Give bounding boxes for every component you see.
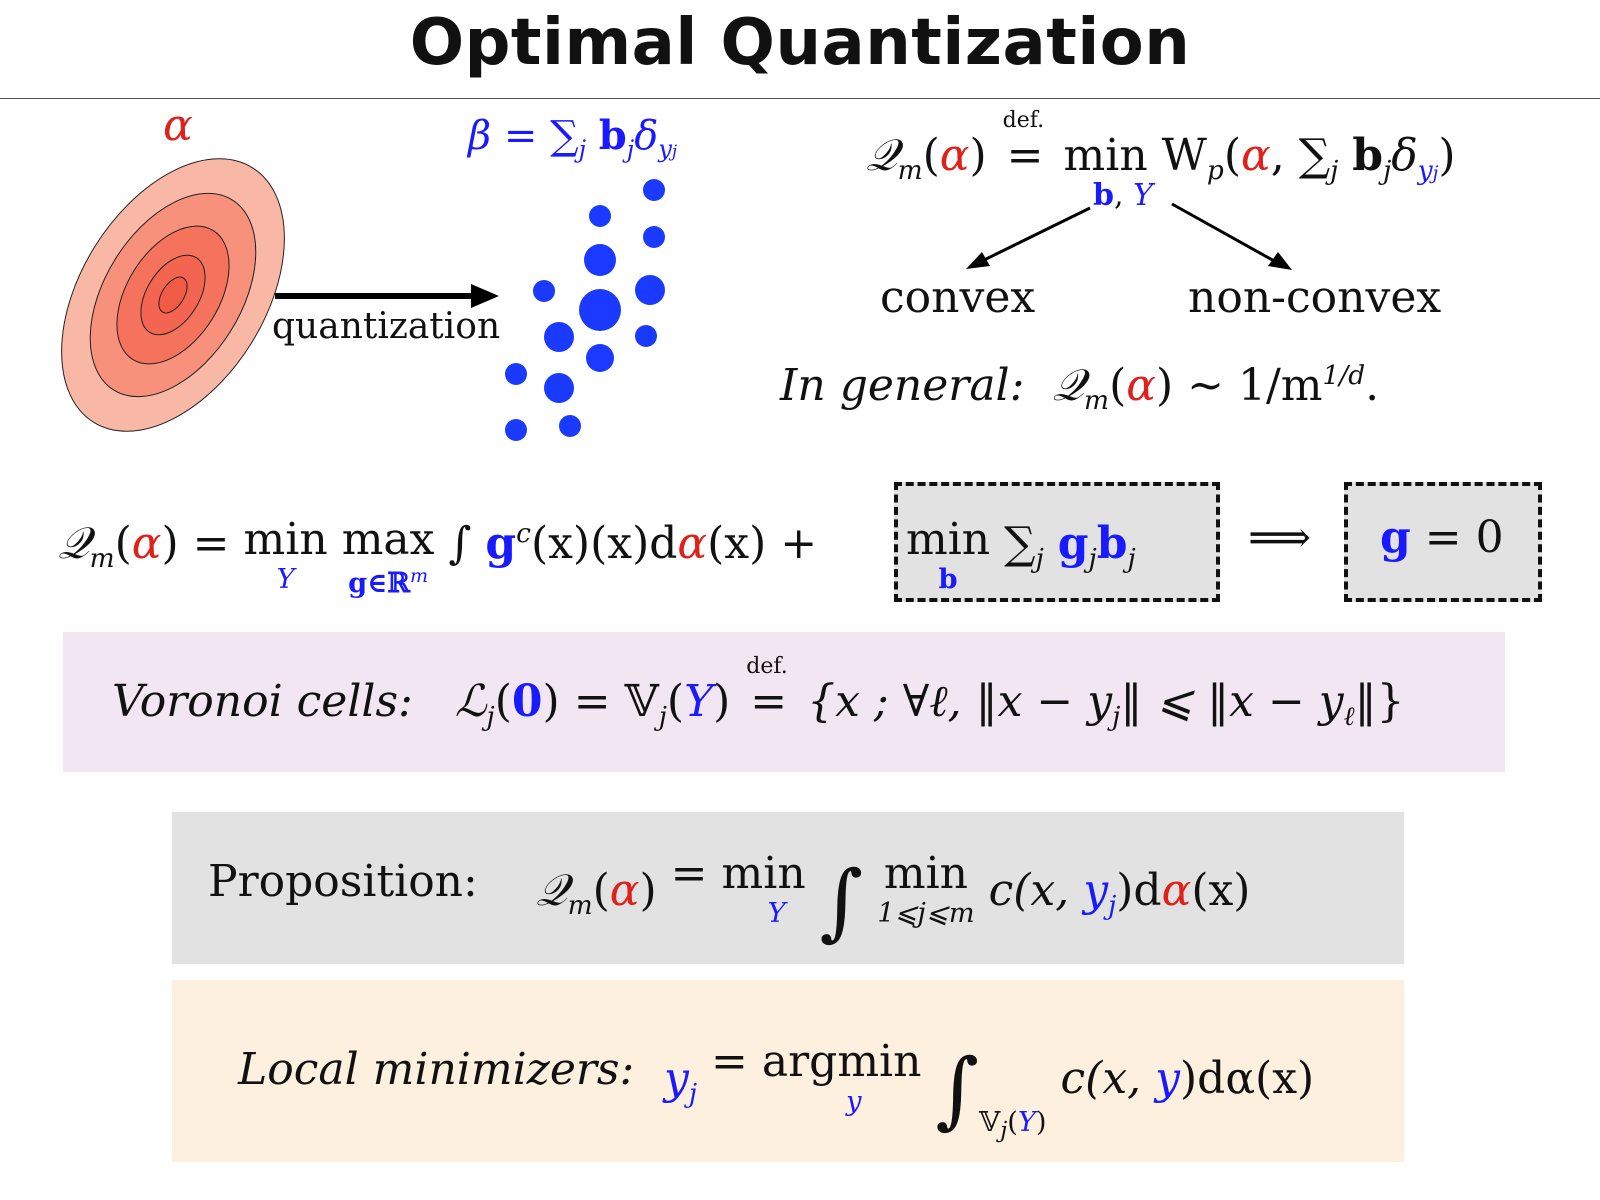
voronoi-panel (63, 632, 1505, 772)
dual-formula: 𝒬m(α) = min Y max g∈ℝm ∫ gc(x)(x)dα(x) + (58, 514, 818, 600)
local-minimizers-label: Local minimizers: (238, 1044, 635, 1095)
dirac-point (643, 179, 665, 201)
beta-label: β = ∑j bjδyj (468, 112, 678, 164)
alpha-density-figure (61, 158, 285, 432)
min-variables: b, Y (1093, 178, 1153, 213)
dirac-point (635, 325, 657, 347)
dirac-point (584, 244, 616, 276)
convex-label: convex (880, 272, 1036, 323)
title-divider (0, 98, 1600, 99)
proposition-panel (172, 812, 1404, 964)
voronoi-definition: Voronoi cells: ℒj(0) = 𝕍j(Y) def. = {x ; … (112, 654, 1405, 733)
proposition-formula: 𝒬m(α) = min Y ∫ min 1⩽j⩽m c(x, yj)dα(x) (536, 848, 1251, 951)
result-box (1344, 482, 1542, 602)
local-minimizers-panel (172, 980, 1404, 1162)
quantization-definition: 𝒬m(α) def. = min Wp(α, ∑j bjδyj) (866, 108, 1456, 187)
dirac-point (579, 289, 621, 331)
dirac-point (505, 363, 527, 385)
dirac-point (635, 275, 665, 305)
dirac-point (589, 205, 611, 227)
dirac-point (505, 419, 527, 441)
general-rate: In general: 𝒬m(α) ∼ 1/m1/d. (780, 360, 1380, 417)
dirac-point (559, 415, 581, 437)
local-minimizers-formula: yj = argmin y ∫𝕍j(Y) c(x, y)dα(x) (664, 1036, 1315, 1144)
branch-arrows (966, 202, 1292, 270)
dirac-point (586, 344, 614, 372)
alpha-label: α (163, 100, 193, 151)
implies-arrow: ⟹ (1248, 512, 1312, 563)
density-contour-inner (158, 276, 188, 314)
inner-min-box (894, 482, 1220, 602)
dirac-point (533, 280, 555, 302)
result-expr: g = 0 (1380, 512, 1504, 563)
proposition-label: Proposition: (208, 856, 478, 907)
quantization-label: quantization (272, 306, 501, 347)
inner-min-expr: min b ∑j gjbj (906, 514, 1136, 595)
dirac-point (544, 322, 574, 352)
dirac-point (544, 373, 574, 403)
quantization-arrow (275, 284, 499, 308)
dirac-point (643, 226, 665, 248)
beta-diracs-figure (505, 179, 665, 441)
non-convex-label: non-convex (1188, 272, 1442, 323)
page-title: Optimal Quantization (409, 6, 1191, 80)
